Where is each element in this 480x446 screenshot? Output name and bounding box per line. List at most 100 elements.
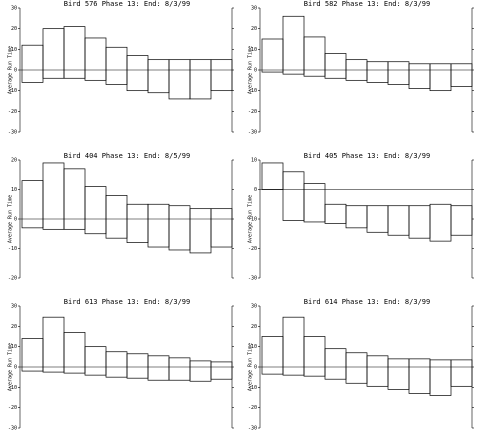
bar (261, 38, 284, 73)
bar (21, 44, 44, 83)
bar (408, 205, 431, 239)
bar (366, 205, 389, 233)
y-tick-label: 10 (251, 47, 257, 53)
chart-title: Bird 404 Phase 13: End: 8/5/99 (64, 152, 190, 160)
y-tick-label: 10 (11, 187, 17, 193)
bar (126, 55, 149, 92)
bar (366, 355, 389, 387)
y-tick-label: 20 (11, 158, 17, 164)
bar (168, 205, 191, 251)
bar (324, 348, 347, 380)
bar (429, 359, 452, 396)
y-tick-label: -20 (8, 405, 17, 411)
bar (63, 26, 86, 79)
bar (105, 195, 128, 239)
bar (42, 316, 65, 373)
bar (21, 180, 44, 229)
y-tick-label: 20 (11, 324, 17, 330)
y-tick-label: 10 (251, 344, 257, 350)
y-tick-label: 0 (254, 68, 257, 74)
y-axis-label: Average Run Time (248, 343, 254, 391)
bar (387, 358, 410, 390)
y-tick-label: -30 (8, 426, 17, 432)
bar (210, 208, 233, 248)
bar (303, 183, 326, 223)
bar (147, 203, 170, 248)
y-tick-label: -10 (248, 217, 257, 223)
bar (168, 59, 191, 100)
y-tick-label: 10 (11, 47, 17, 53)
y-tick-label: 0 (14, 68, 17, 74)
bar (429, 63, 452, 92)
bar (210, 59, 233, 92)
y-tick-label: -10 (248, 88, 257, 94)
bar (189, 59, 212, 100)
y-tick-label: 30 (11, 304, 17, 310)
bar (303, 336, 326, 377)
bar (450, 205, 473, 236)
y-axis-label: Average Run Time (8, 343, 14, 391)
bar (366, 61, 389, 83)
bar (189, 208, 212, 254)
bar (282, 316, 305, 376)
y-tick-label: -10 (8, 88, 17, 94)
y-tick-label: -20 (8, 109, 17, 115)
bar (261, 162, 284, 190)
y-tick-label: -20 (8, 276, 17, 282)
y-tick-label: 0 (254, 187, 257, 193)
bar (63, 168, 86, 230)
chart-title: Bird 576 Phase 13: End: 8/3/99 (64, 0, 190, 8)
chart-title: Bird 405 Phase 13: End: 8/3/99 (304, 152, 430, 160)
y-tick-label: 30 (11, 6, 17, 12)
y-tick-label: 0 (14, 365, 17, 371)
bar (147, 59, 170, 94)
y-tick-label: -20 (248, 246, 257, 252)
y-tick-label: -10 (8, 246, 17, 252)
bar (168, 357, 191, 381)
y-axis-label: Average Run Time (248, 46, 254, 94)
y-tick-label: -30 (248, 426, 257, 432)
bar (282, 171, 305, 221)
bar (21, 338, 44, 372)
bar (324, 203, 347, 224)
bar (345, 205, 368, 229)
y-tick-label: 0 (254, 365, 257, 371)
bar (105, 46, 128, 85)
bar (189, 360, 212, 382)
bar (387, 61, 410, 85)
bar (303, 36, 326, 77)
bar (84, 186, 107, 235)
bar (84, 346, 107, 376)
bar (147, 355, 170, 381)
y-tick-label: -30 (248, 130, 257, 136)
y-tick-label: -30 (8, 130, 17, 136)
y-tick-label: -10 (8, 385, 17, 391)
bar (84, 37, 107, 81)
bar (324, 53, 347, 79)
bar (105, 351, 128, 378)
y-tick-label: -10 (248, 385, 257, 391)
bar (450, 63, 473, 87)
y-tick-label: 30 (251, 304, 257, 310)
y-tick-label: 30 (251, 6, 257, 12)
y-tick-label: 0 (14, 217, 17, 223)
bar (408, 358, 431, 394)
bar (210, 361, 233, 380)
bar (282, 15, 305, 75)
bar (345, 352, 368, 384)
bar (387, 205, 410, 236)
chart-title: Bird 614 Phase 13: End: 8/3/99 (304, 298, 430, 306)
y-tick-label: 20 (251, 324, 257, 330)
y-tick-label: -30 (248, 276, 257, 282)
bar (126, 203, 149, 243)
bar (450, 359, 473, 387)
bar (126, 353, 149, 379)
bar (408, 63, 431, 89)
chart-title: Bird 613 Phase 13: End: 8/3/99 (64, 298, 190, 306)
y-tick-label: 10 (251, 158, 257, 164)
bar (261, 336, 284, 375)
y-tick-label: 20 (11, 26, 17, 32)
y-tick-label: 20 (251, 26, 257, 32)
y-axis-label: Average Run Time (8, 46, 14, 94)
